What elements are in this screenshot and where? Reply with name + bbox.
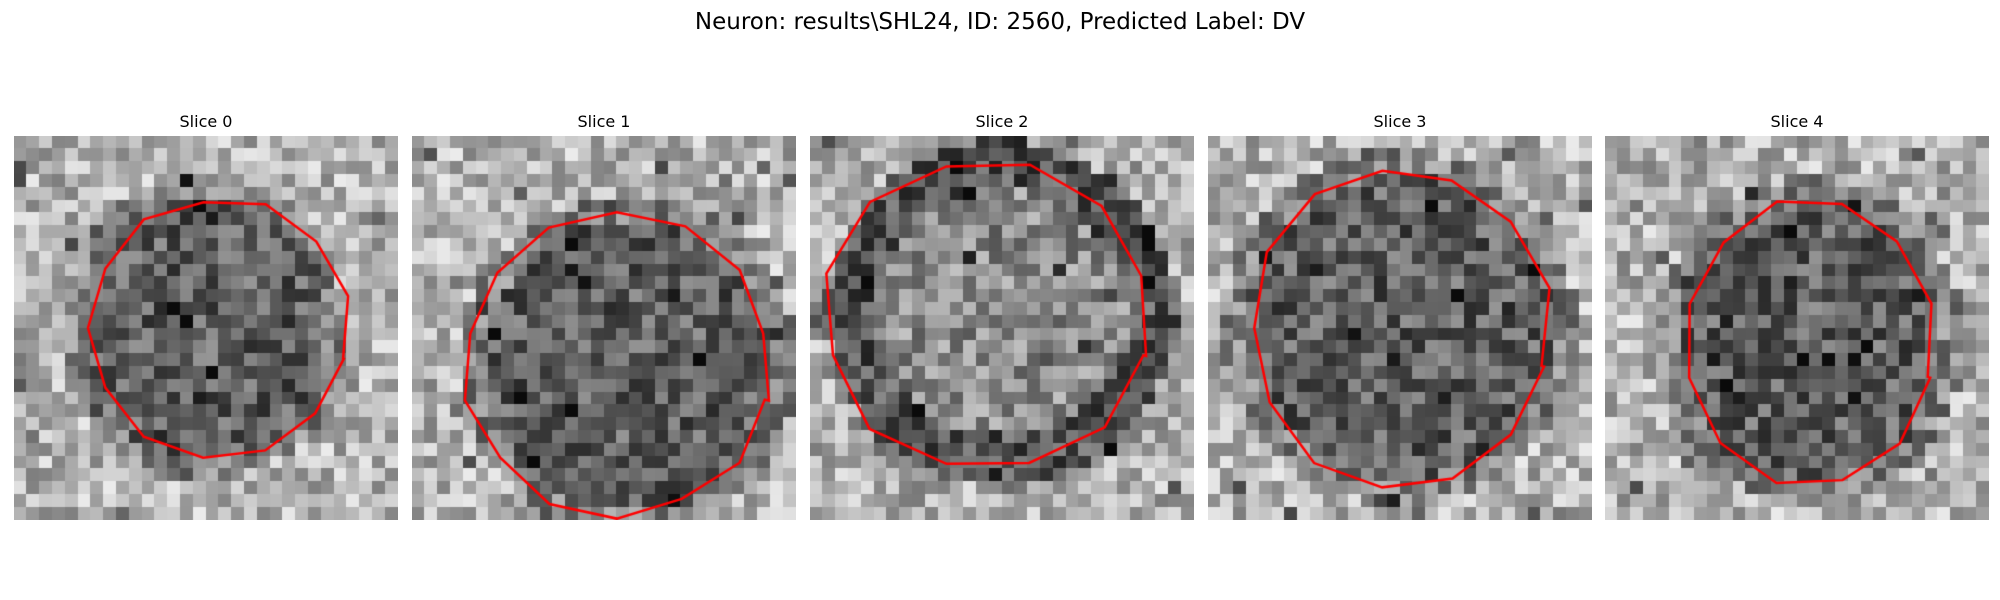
slice-title-1: Slice 1 [577,112,631,131]
slice-image-2 [810,136,1194,520]
slice-title-3: Slice 3 [1373,112,1427,131]
slice-title-0: Slice 0 [179,112,233,131]
slice-image-3 [1208,136,1592,520]
slice-title-4: Slice 4 [1770,112,1824,131]
slice-panel-2: Slice 2 [810,108,1194,520]
slice-panel-1: Slice 1 [412,108,796,520]
slice-panel-4: Slice 4 [1605,108,1989,520]
slice-panel-0: Slice 0 [14,108,398,520]
slice-image-4 [1605,136,1989,520]
slice-title-2: Slice 2 [975,112,1029,131]
slice-image-1 [412,136,796,520]
slice-image-0 [14,136,398,520]
figure-title: Neuron: results\SHL24, ID: 2560, Predict… [694,9,1306,35]
slice-panel-3: Slice 3 [1208,108,1592,520]
